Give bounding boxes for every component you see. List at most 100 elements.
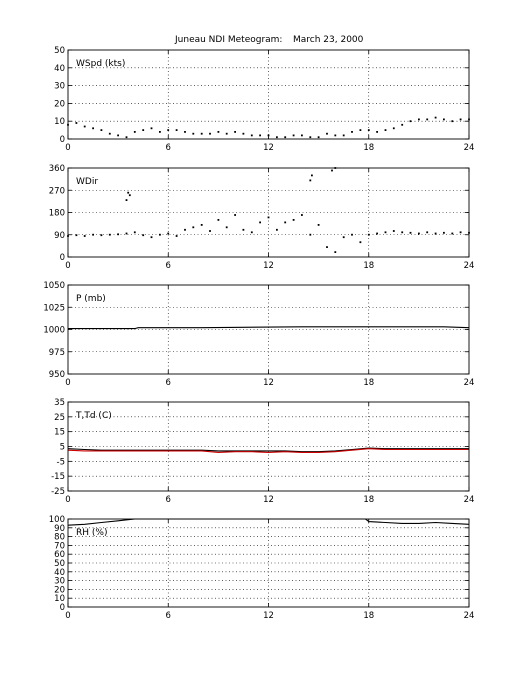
wind-direction-data-point: [409, 231, 412, 234]
relative-humidity-ytick-label: 0: [60, 603, 65, 613]
wind-speed-data-point: [276, 136, 278, 139]
relative-humidity-ytick-label: 100: [49, 515, 65, 525]
wind-direction-ytick-label: 270: [49, 186, 65, 196]
temperature-dewpoint-panel: -25 -15 -5 5 15 25 35 0 6 12 18 24 T,Td (C): [51, 398, 474, 505]
wind-direction-data-point: [234, 214, 236, 216]
relative-humidity-ytick-label: 10: [54, 594, 65, 604]
wind-direction-ytick-label: 360: [49, 164, 65, 174]
wind-speed-data-point: [409, 120, 412, 123]
temperature-dewpoint-ytick-label: 5: [60, 443, 65, 453]
temperature-dewpoint-series-line: [67, 448, 469, 453]
temperature-dewpoint-xtick-label: 0: [65, 495, 70, 505]
relative-humidity-xtick-label: 6: [166, 611, 171, 621]
wind-direction-data-point: [209, 230, 211, 232]
wind-direction-data-point: [184, 228, 186, 231]
wind-speed-data-point: [175, 129, 178, 131]
temperature-dewpoint-xtick-label: 24: [464, 495, 475, 505]
wind-direction-data-point: [125, 199, 128, 201]
wind-speed-xtick-label: 18: [363, 143, 374, 153]
wind-speed-data-point: [75, 122, 78, 124]
pressure-ytick-label: 1000: [43, 326, 65, 336]
wind-direction-data-point: [92, 233, 94, 236]
temperature-dewpoint-label: T,Td (C): [75, 411, 112, 421]
pressure-ytick-label: 950: [49, 370, 65, 380]
wind-direction-data-point: [334, 251, 337, 253]
wind-direction-data-point: [426, 231, 429, 234]
wind-speed-data-point: [184, 131, 186, 133]
relative-humidity-xtick-label: 18: [363, 611, 374, 621]
wind-direction-data-point: [159, 233, 161, 236]
wind-direction-data-point: [167, 232, 170, 235]
wind-speed-data-point: [309, 136, 312, 139]
figure-title-date: March 23, 2000: [293, 35, 364, 45]
wind-direction-data-point: [133, 231, 136, 234]
wind-speed-data-point: [426, 118, 429, 121]
wind-direction-data-point: [326, 246, 328, 248]
wind-speed-data-point: [167, 129, 170, 131]
relative-humidity-ytick-label: 40: [54, 568, 65, 578]
wind-direction-data-point: [359, 241, 362, 244]
pressure-panel: 950 975 1000 1025 1050 0 6 12 18 24 P (mb): [43, 281, 474, 388]
wind-speed-data-point: [351, 131, 353, 133]
wind-direction-data-point: [108, 233, 111, 236]
wind-direction-data-point: [351, 233, 353, 236]
pressure-xtick-label: 18: [363, 378, 374, 388]
wind-direction-data-point: [401, 231, 404, 234]
pressure-xtick-label: 6: [166, 378, 171, 388]
relative-humidity-ytick-label: 60: [54, 550, 65, 560]
wind-speed-data-point: [301, 134, 303, 137]
pressure-ytick-label: 1025: [43, 303, 65, 313]
pressure-ytick-label: 1050: [43, 281, 65, 291]
relative-humidity-ytick-label: 90: [54, 524, 65, 534]
pressure-ytick-label: 975: [49, 348, 65, 358]
wind-speed-data-point: [284, 136, 287, 139]
wind-speed-data-point: [192, 132, 195, 135]
temperature-dewpoint-ytick-label: -5: [57, 457, 65, 467]
wind-speed-data-point: [242, 132, 245, 135]
temperature-dewpoint-ytick-label: 25: [54, 413, 65, 423]
wind-speed-data-point: [367, 129, 370, 131]
wind-direction-data-point: [367, 233, 370, 236]
wind-speed-data-point: [209, 132, 211, 135]
temperature-dewpoint-ytick-label: 35: [54, 398, 65, 408]
wind-speed-data-point: [392, 127, 395, 130]
relative-humidity-ytick-label: 80: [54, 533, 65, 543]
wind-speed-ytick-label: 0: [60, 135, 65, 145]
wind-direction-data-point: [127, 191, 130, 194]
wind-direction-xtick-label: 6: [166, 261, 171, 271]
wind-direction-data-point: [317, 224, 320, 226]
wind-direction-data-point: [150, 236, 153, 239]
wind-direction-data-point: [459, 231, 462, 234]
wind-speed-xtick-label: 6: [166, 143, 171, 153]
temperature-dewpoint-ytick-label: -25: [51, 487, 65, 497]
wind-direction-xtick-label: 12: [263, 261, 274, 271]
wind-direction-data-point: [434, 232, 437, 235]
wind-direction-data-point: [200, 224, 203, 226]
wind-speed-data-point: [125, 136, 128, 139]
wind-speed-data-point: [334, 134, 337, 137]
relative-humidity-ytick-label: 70: [54, 541, 65, 551]
wind-direction-data-point: [443, 231, 445, 234]
wind-direction-data-point: [384, 231, 387, 234]
temperature-dewpoint-series-line: [67, 447, 469, 453]
wind-speed-data-point: [133, 131, 136, 133]
wind-speed-data-point: [443, 118, 445, 121]
wind-speed-panel: 0 10 20 30 40 50 0 6 12 18 24 WSpd (kts): [54, 46, 474, 153]
wind-speed-data-point: [401, 123, 404, 126]
wind-speed-data-point: [142, 129, 145, 131]
wind-speed-ytick-label: 30: [54, 82, 65, 92]
wind-direction-data-point: [376, 232, 378, 235]
wind-direction-xtick-label: 0: [65, 261, 70, 271]
wind-speed-xtick-label: 24: [464, 143, 475, 153]
wind-direction-xtick-label: 24: [464, 261, 475, 271]
wind-speed-data-point: [359, 129, 362, 131]
wind-direction-data-point: [311, 174, 313, 177]
wind-speed-data-point: [217, 131, 220, 133]
relative-humidity-ytick-label: 20: [54, 585, 65, 595]
relative-humidity-label: RH (%): [76, 528, 107, 538]
wind-direction-data-point: [309, 233, 312, 236]
wind-direction-data-point: [418, 232, 420, 235]
wind-speed-data-point: [234, 131, 236, 133]
